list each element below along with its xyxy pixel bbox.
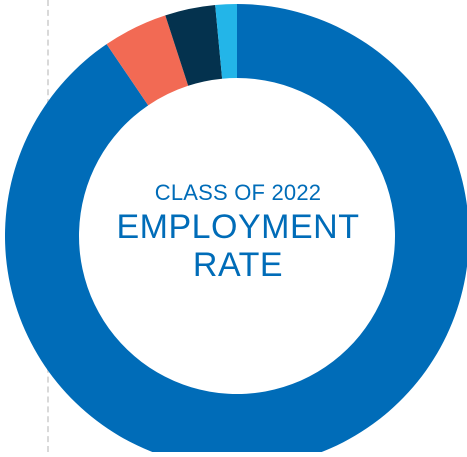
chart-title: EMPLOYMENT RATE [116, 208, 360, 284]
donut-slice-4 [215, 4, 237, 79]
center-label: CLASS OF 2022 EMPLOYMENT RATE [113, 180, 363, 284]
donut-slice-1 [5, 4, 467, 457]
chart-subtitle: CLASS OF 2022 [154, 180, 322, 205]
donut-slice-2 [106, 15, 189, 106]
donut-slice-3 [165, 5, 223, 86]
